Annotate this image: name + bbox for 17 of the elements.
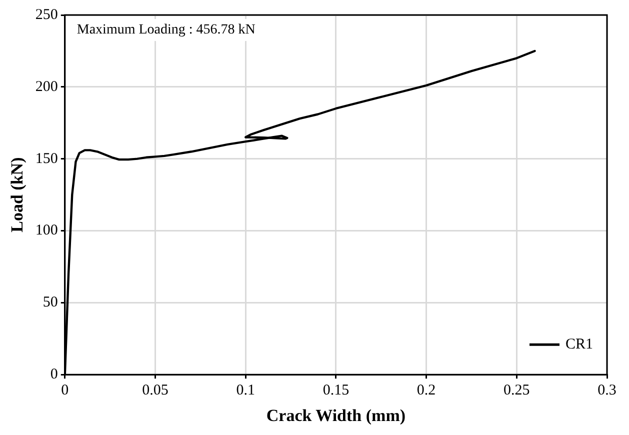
x-axis-title: Crack Width (mm) [266, 406, 406, 426]
legend-label: CR1 [565, 336, 594, 353]
x-tick-label: 0.25 [504, 382, 530, 399]
x-tick-label: 0.1 [236, 382, 255, 399]
y-tick-label: 150 [35, 150, 58, 167]
y-tick-label: 50 [42, 294, 58, 311]
x-tick-label: 0.3 [598, 382, 616, 399]
x-tick-label: 0.05 [142, 382, 168, 399]
x-tick-label: 0.15 [322, 382, 350, 399]
y-tick-label: 100 [35, 222, 58, 239]
y-tick-label: 250 [35, 6, 58, 23]
x-tick-label: 0.2 [416, 382, 436, 399]
annotation: Maximum Loading : 456.78 kN [76, 22, 256, 38]
x-tick-label: 0 [61, 382, 69, 399]
y-tick-label: 0 [50, 366, 58, 383]
y-tick-label: 200 [35, 78, 58, 95]
y-axis-title: Load (kN) [8, 157, 27, 232]
